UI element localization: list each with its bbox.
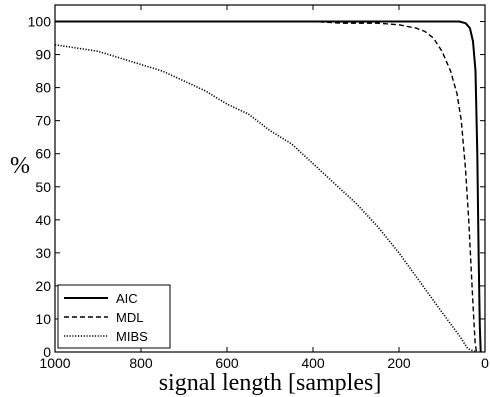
legend: AIC MDL MIBS [57,284,171,349]
plot-frame [54,4,486,353]
x-tick-label: 800 [129,355,153,371]
x-axis-title: signal length [samples] [159,370,382,396]
x-tick-label: 1000 [39,355,70,371]
plot-area [54,20,482,353]
y-tick-label: 40 [35,212,51,228]
legend-label-aic: AIC [116,291,138,306]
y-tick-label: 10 [35,311,51,327]
y-axis-title: % [10,153,30,179]
y-tick-label: 50 [35,179,51,195]
legend-label-mdl: MDL [116,310,143,325]
x-tick-label: 200 [387,355,411,371]
y-tick-label: 80 [35,80,51,96]
series-line-mdl [55,20,478,353]
series-line-mibs [54,43,477,353]
axes: 1000 800 600 400 200 0 0 10 20 30 40 50 60 70 80 90 100 [28,4,489,371]
x-tick-label: 0 [481,355,489,371]
x-tick-label: 600 [215,355,239,371]
y-tick-label: 100 [28,14,52,30]
y-tick-label: 0 [43,344,51,360]
x-tick-label: 400 [301,355,325,371]
legend-label-mibs: MIBS [116,329,148,344]
y-tick-label: 90 [35,47,51,63]
y-tick-label: 60 [35,146,51,162]
y-tick-label: 70 [35,113,51,129]
y-tick-label: 20 [35,278,51,294]
y-tick-label: 30 [35,245,51,261]
